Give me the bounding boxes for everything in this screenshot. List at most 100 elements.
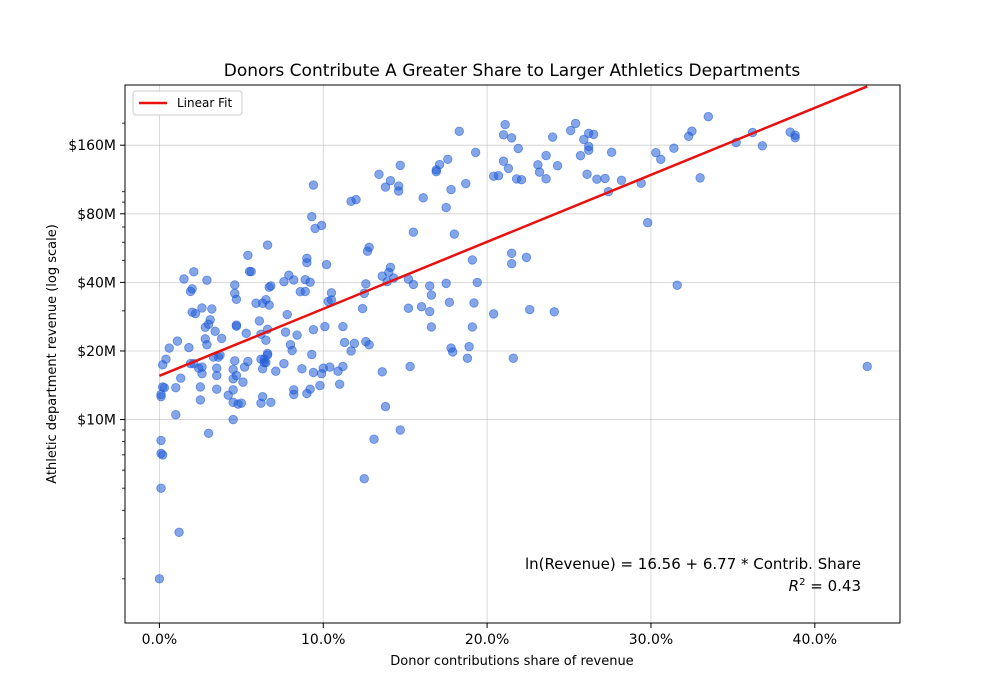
data-point xyxy=(308,367,319,378)
data-point xyxy=(469,298,479,308)
data-point xyxy=(582,169,592,179)
data-point xyxy=(187,307,197,317)
data-point xyxy=(493,170,504,181)
data-point xyxy=(434,159,445,170)
data-point xyxy=(228,414,238,425)
data-point xyxy=(488,309,499,319)
data-point xyxy=(472,277,482,288)
data-point xyxy=(287,345,297,356)
fit-line-group xyxy=(158,85,868,377)
data-point xyxy=(238,377,248,387)
data-point xyxy=(503,163,514,174)
data-point xyxy=(231,294,242,305)
data-point xyxy=(207,304,217,314)
data-point xyxy=(189,267,199,277)
data-point xyxy=(300,286,310,297)
data-point xyxy=(176,373,186,383)
data-point xyxy=(513,143,523,154)
y-tick-label: $80M xyxy=(77,207,116,223)
data-point xyxy=(200,334,210,344)
data-point xyxy=(212,370,222,381)
data-point xyxy=(307,211,317,222)
data-point xyxy=(195,382,206,392)
data-point xyxy=(279,358,289,369)
data-point xyxy=(241,328,251,339)
data-point xyxy=(703,111,713,122)
data-point xyxy=(403,303,414,313)
data-point xyxy=(262,240,273,250)
data-point xyxy=(454,126,464,136)
data-point xyxy=(297,364,307,374)
data-point xyxy=(525,304,535,315)
data-point xyxy=(364,242,374,253)
data-point xyxy=(205,315,215,325)
data-point xyxy=(228,385,238,395)
data-point xyxy=(541,174,551,184)
data-points xyxy=(154,111,872,584)
data-point xyxy=(462,353,473,363)
data-point xyxy=(425,306,435,317)
data-point xyxy=(441,278,451,289)
data-point xyxy=(790,130,800,140)
data-point xyxy=(444,297,455,308)
data-point xyxy=(418,193,428,203)
fit-equation: ln(Revenue) = 16.56 + 6.77 * Contrib. Sh… xyxy=(525,555,861,573)
data-point xyxy=(154,574,165,584)
x-axis-label: Donor contributions share of revenue xyxy=(390,654,633,669)
data-point xyxy=(262,348,273,359)
data-point xyxy=(461,178,471,189)
data-point xyxy=(230,280,240,290)
data-point xyxy=(164,343,174,353)
data-point xyxy=(156,392,166,402)
data-point xyxy=(380,401,391,412)
x-tick-label: 0.0% xyxy=(142,632,178,648)
data-point xyxy=(588,129,599,140)
data-point xyxy=(261,335,271,345)
data-point xyxy=(210,326,220,337)
data-point xyxy=(310,223,320,234)
data-point xyxy=(264,300,274,310)
data-point xyxy=(467,322,478,332)
data-point xyxy=(308,180,319,190)
data-point xyxy=(320,321,330,332)
data-point xyxy=(364,340,374,350)
data-point xyxy=(212,384,222,394)
data-point xyxy=(547,132,558,142)
data-point xyxy=(672,280,682,290)
data-point xyxy=(425,281,435,291)
y-tick-label: $20M xyxy=(77,344,116,360)
data-point xyxy=(651,147,661,158)
data-point xyxy=(266,397,276,408)
data-point xyxy=(447,347,458,357)
data-point xyxy=(156,435,166,446)
data-point xyxy=(171,410,181,420)
r-squared-exponent: 2 xyxy=(799,577,805,588)
data-point xyxy=(243,250,253,260)
data-point xyxy=(467,255,478,265)
data-point xyxy=(656,154,666,164)
legend-box xyxy=(132,90,243,116)
data-point xyxy=(470,147,481,158)
y-tick-label: $40M xyxy=(77,275,116,291)
data-point xyxy=(203,428,214,439)
data-point xyxy=(395,425,405,435)
data-point xyxy=(541,150,551,161)
data-point xyxy=(172,336,183,346)
data-point xyxy=(446,184,456,195)
legend-fit-label: Linear Fit xyxy=(177,96,232,110)
data-point xyxy=(339,337,350,348)
data-point xyxy=(159,382,170,393)
data-point xyxy=(498,156,509,166)
data-point xyxy=(642,218,653,228)
data-point xyxy=(271,366,281,376)
data-point xyxy=(449,229,460,239)
data-point xyxy=(179,274,189,284)
data-point xyxy=(292,330,302,340)
data-point xyxy=(385,175,396,186)
data-point xyxy=(195,395,206,405)
data-point xyxy=(315,380,325,391)
data-point xyxy=(246,266,256,277)
data-point xyxy=(606,147,617,157)
data-point xyxy=(508,353,519,363)
data-point xyxy=(202,275,212,285)
